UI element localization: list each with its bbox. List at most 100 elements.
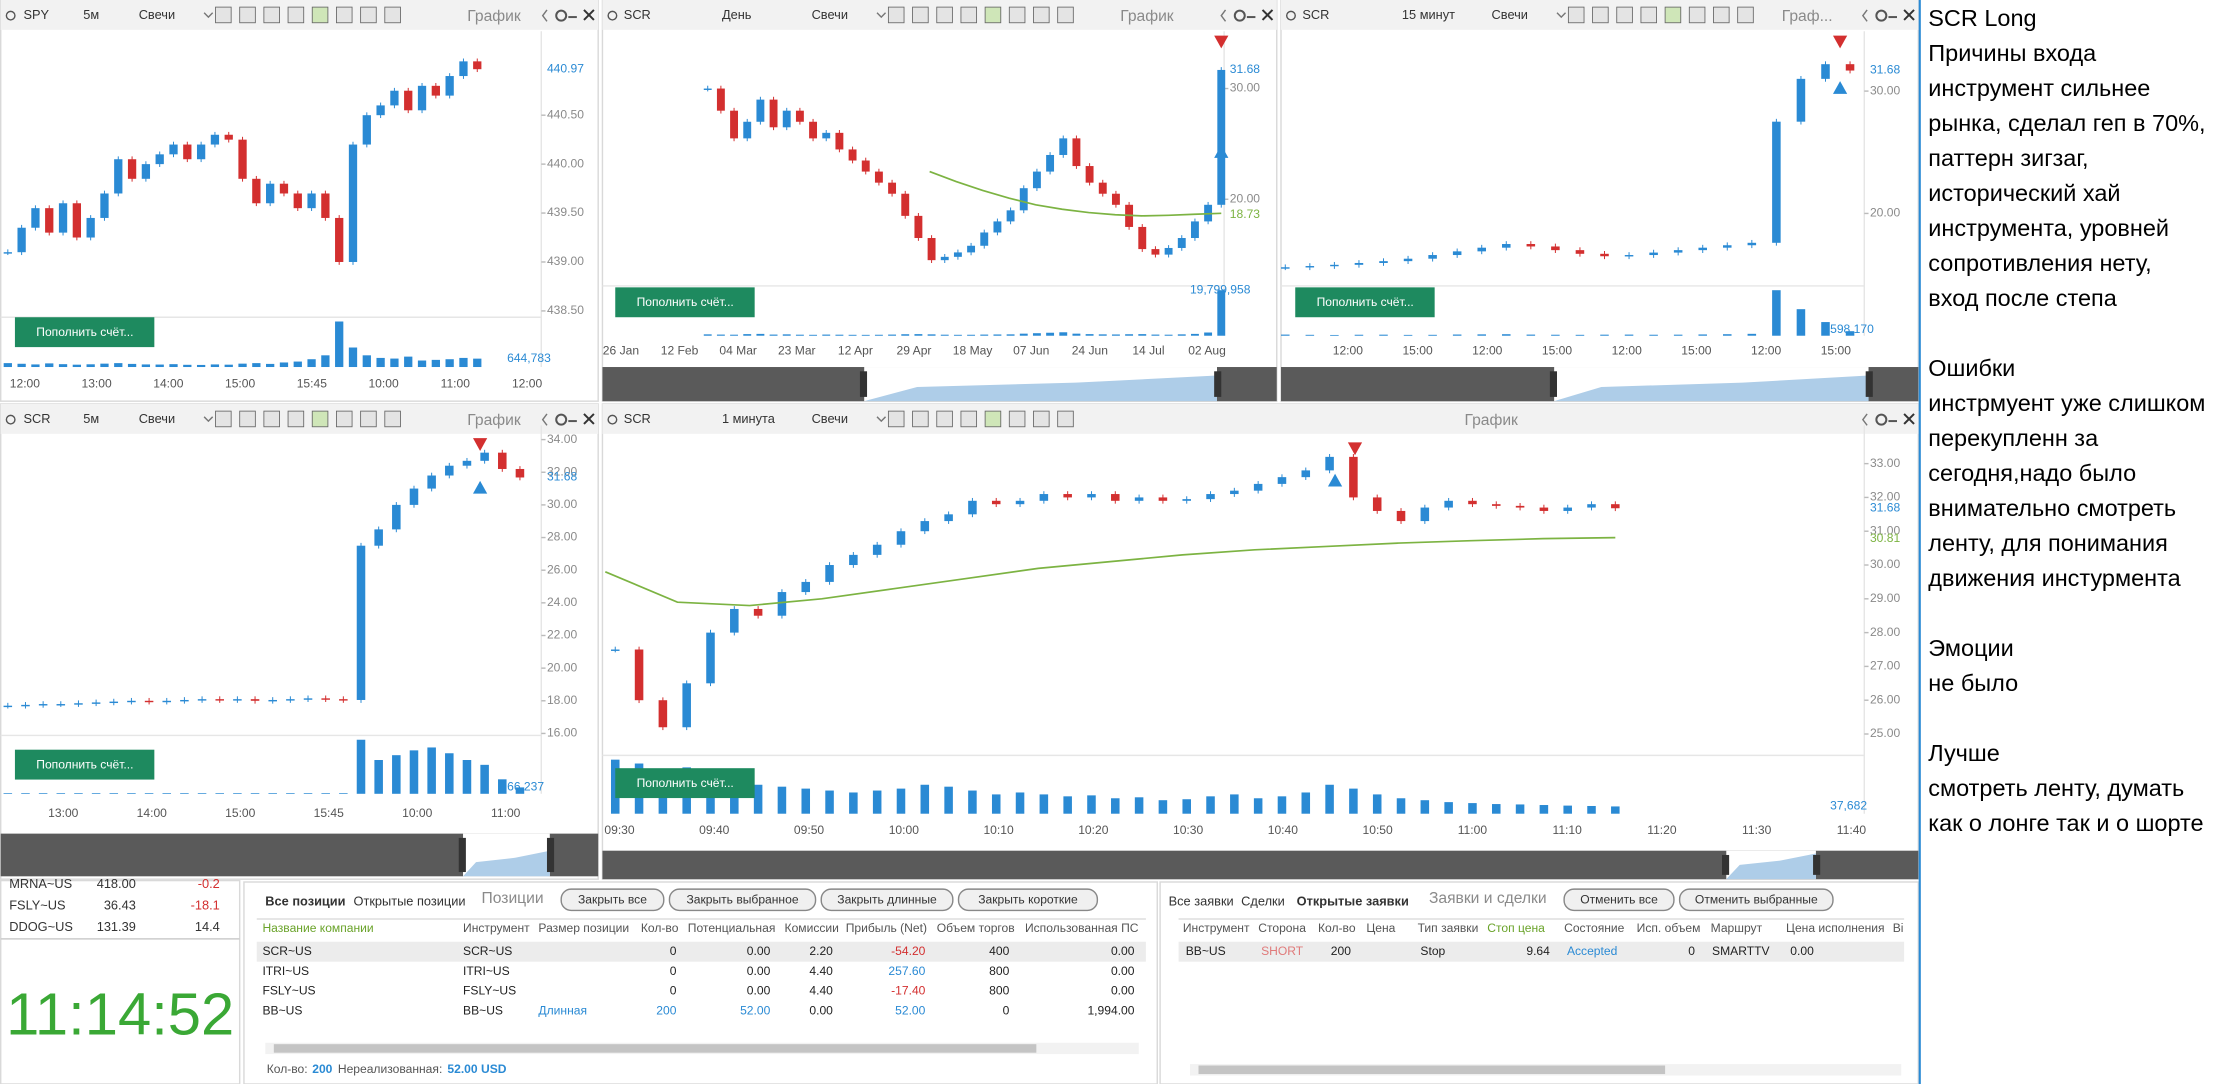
symbol[interactable]: SPY <box>23 7 49 22</box>
button[interactable] <box>560 888 665 912</box>
deposit-button[interactable] <box>615 768 755 799</box>
toolbar-icon[interactable] <box>936 410 953 428</box>
toolbar-icon[interactable] <box>1688 6 1706 24</box>
chart-style[interactable]: Свечи <box>139 411 175 426</box>
button[interactable] <box>668 888 817 912</box>
toolbar-icon[interactable] <box>960 6 978 24</box>
deposit-button[interactable] <box>14 749 155 780</box>
scrollbar[interactable] <box>602 850 1919 880</box>
deposit-button-label[interactable]: Пополнить счёт... <box>36 758 133 772</box>
toolbar-icon[interactable] <box>984 6 1002 24</box>
toolbar-icon[interactable] <box>239 6 256 24</box>
toolbar-icon[interactable] <box>311 410 329 428</box>
toolbar-icon[interactable] <box>912 410 929 428</box>
interval[interactable]: 15 минут <box>1402 7 1455 22</box>
toolbar-icon[interactable] <box>1057 410 1074 428</box>
cell: -17.40 <box>891 984 926 998</box>
button-label[interactable]: Отменить выбранные <box>1695 893 1818 907</box>
volume-bar <box>141 364 151 368</box>
symbol[interactable]: SCR <box>23 411 50 426</box>
note-line: сегодня,надо было <box>1928 460 2136 486</box>
toolbar-icon[interactable] <box>1033 410 1050 428</box>
toolbar-icon[interactable] <box>984 410 1002 428</box>
candle <box>417 85 427 111</box>
toolbar-icon[interactable] <box>1616 6 1633 24</box>
symbol[interactable]: SCR <box>1302 7 1329 22</box>
time-label: 12:00 <box>1472 344 1503 358</box>
toolbar-icon[interactable] <box>287 410 305 428</box>
volume-bar <box>801 788 811 814</box>
toolbar-icon[interactable] <box>287 6 305 24</box>
toolbar-icon[interactable] <box>1008 6 1026 24</box>
toolbar-icon[interactable] <box>336 6 353 24</box>
time-label: 13:00 <box>82 376 113 390</box>
tab[interactable]: Все заявки <box>1169 893 1234 908</box>
button[interactable] <box>957 888 1099 912</box>
toolbar-icon[interactable] <box>384 6 401 24</box>
toolbar-icon[interactable] <box>1567 6 1585 24</box>
toolbar-icon[interactable] <box>311 6 329 24</box>
interval[interactable]: 1 минута <box>722 411 776 426</box>
deposit-button-label[interactable]: Пополнить счёт... <box>1317 295 1414 309</box>
button[interactable] <box>1563 888 1675 912</box>
tab[interactable]: Открытые позиции <box>354 893 466 908</box>
deposit-button-label[interactable]: Пополнить счёт... <box>637 295 734 309</box>
candle <box>1403 258 1413 262</box>
toolbar-icon[interactable] <box>239 410 256 428</box>
toolbar-icon[interactable] <box>887 6 905 24</box>
candle <box>266 183 275 204</box>
symbol[interactable]: SCR <box>624 7 651 22</box>
button-label[interactable]: Закрыть короткие <box>978 893 1078 907</box>
deposit-button[interactable] <box>615 287 755 318</box>
volume-bar <box>1821 322 1830 336</box>
toolbar-icon[interactable] <box>887 410 905 428</box>
deposit-button-label[interactable]: Пополнить счёт... <box>36 325 133 339</box>
symbol[interactable]: SCR <box>624 411 651 426</box>
toolbar-icon[interactable] <box>936 6 953 24</box>
deposit-button[interactable] <box>1295 287 1435 318</box>
volume-bar <box>1098 334 1107 336</box>
volume-bar <box>795 334 804 336</box>
toolbar-icon[interactable] <box>384 410 401 428</box>
chart-style[interactable]: Свечи <box>812 411 848 426</box>
toolbar-icon[interactable] <box>1640 6 1658 24</box>
tab[interactable]: Сделки <box>1241 893 1285 908</box>
interval[interactable]: 5м <box>83 7 99 22</box>
button-label[interactable]: Закрыть длинные <box>837 893 937 907</box>
toolbar-icon[interactable] <box>215 6 232 24</box>
toolbar-icon[interactable] <box>336 410 353 428</box>
time-label: 12:00 <box>512 376 543 390</box>
button-label[interactable]: Отменить все <box>1580 893 1658 907</box>
toolbar-icon[interactable] <box>263 6 280 24</box>
deposit-button[interactable] <box>14 317 155 348</box>
toolbar-icon[interactable] <box>1664 6 1682 24</box>
volume-bar <box>303 793 313 794</box>
toolbar-icon[interactable] <box>912 6 929 24</box>
chart-style[interactable]: Свечи <box>1492 7 1528 22</box>
toolbar-icon[interactable] <box>1008 410 1026 428</box>
tab[interactable]: Открытые заявки <box>1297 893 1409 908</box>
toolbar-icon[interactable] <box>1592 6 1609 24</box>
deposit-button-label[interactable]: Пополнить счёт... <box>637 776 734 790</box>
toolbar-icon[interactable] <box>215 410 232 428</box>
cell: 800 <box>989 964 1009 978</box>
toolbar-icon[interactable] <box>263 410 280 428</box>
volume-bar <box>114 363 123 368</box>
toolbar-icon[interactable] <box>1057 6 1074 24</box>
toolbar-icon[interactable] <box>1713 6 1730 24</box>
button-label[interactable]: Закрыть выбранное <box>686 893 798 907</box>
toolbar-icon[interactable] <box>1737 6 1754 24</box>
toolbar-icon[interactable] <box>960 410 978 428</box>
interval[interactable]: 5м <box>83 411 99 426</box>
button[interactable] <box>820 888 954 912</box>
button-label[interactable]: Закрыть все <box>578 893 647 907</box>
toolbar-icon[interactable] <box>360 6 377 24</box>
button[interactable] <box>1678 888 1834 912</box>
chart-style[interactable]: Свечи <box>139 7 175 22</box>
tab[interactable]: Все позиции <box>265 893 345 908</box>
candle <box>1515 505 1525 508</box>
chart-style[interactable]: Свечи <box>812 7 848 22</box>
toolbar-icon[interactable] <box>360 410 377 428</box>
interval[interactable]: День <box>722 7 752 22</box>
toolbar-icon[interactable] <box>1033 6 1050 24</box>
